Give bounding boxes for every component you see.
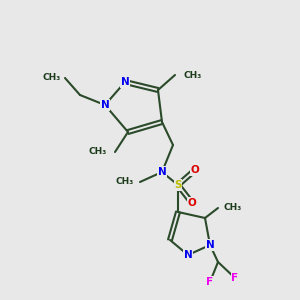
Text: O: O	[190, 165, 200, 175]
Text: CH₃: CH₃	[43, 74, 61, 82]
Text: CH₃: CH₃	[89, 148, 107, 157]
Text: CH₃: CH₃	[224, 203, 242, 212]
Text: CH₃: CH₃	[183, 70, 201, 80]
Text: N: N	[184, 250, 192, 260]
Text: O: O	[188, 198, 196, 208]
Text: S: S	[174, 180, 182, 190]
Text: N: N	[100, 100, 109, 110]
Text: N: N	[206, 240, 214, 250]
Text: N: N	[158, 167, 166, 177]
Text: F: F	[231, 273, 239, 283]
Text: CH₃: CH₃	[116, 178, 134, 187]
Text: F: F	[206, 277, 214, 287]
Text: N: N	[121, 77, 129, 87]
